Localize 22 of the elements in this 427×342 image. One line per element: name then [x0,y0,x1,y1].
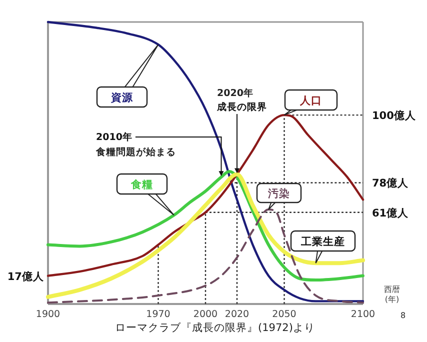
annotation: 成長の限界 [216,101,267,113]
text: 8 [400,311,406,320]
text: ローマクラブ『成長の限界』(1972)より [115,321,315,334]
x-tick-label: 2000 [193,309,218,320]
x-tick-label: 1900 [36,309,60,320]
x-tick-label: 2100 [350,309,376,320]
annotation: 2020年 [217,87,254,99]
x-axis-title: 西暦 (年) [384,285,400,304]
ref-line-label: 78億人 [372,176,410,190]
annotation: 17億人 [7,270,45,283]
x-tick-label: 2050 [272,309,296,320]
series-label: 汚染 [267,187,290,200]
ref-line-label: 100億人 [372,109,417,122]
series-label: 人口 [299,95,322,107]
text: 資源 [110,91,134,104]
text: 食糧 [130,178,153,191]
series-label: 工業生産 [300,235,345,248]
annotation: 2010年 [96,131,132,143]
x-tick-label: 1970 [146,309,170,320]
ref-line-label: 61億人 [372,206,410,220]
annotation: 食糧問題が始まる [95,146,176,158]
x-tick-label: 2020 [224,309,250,320]
